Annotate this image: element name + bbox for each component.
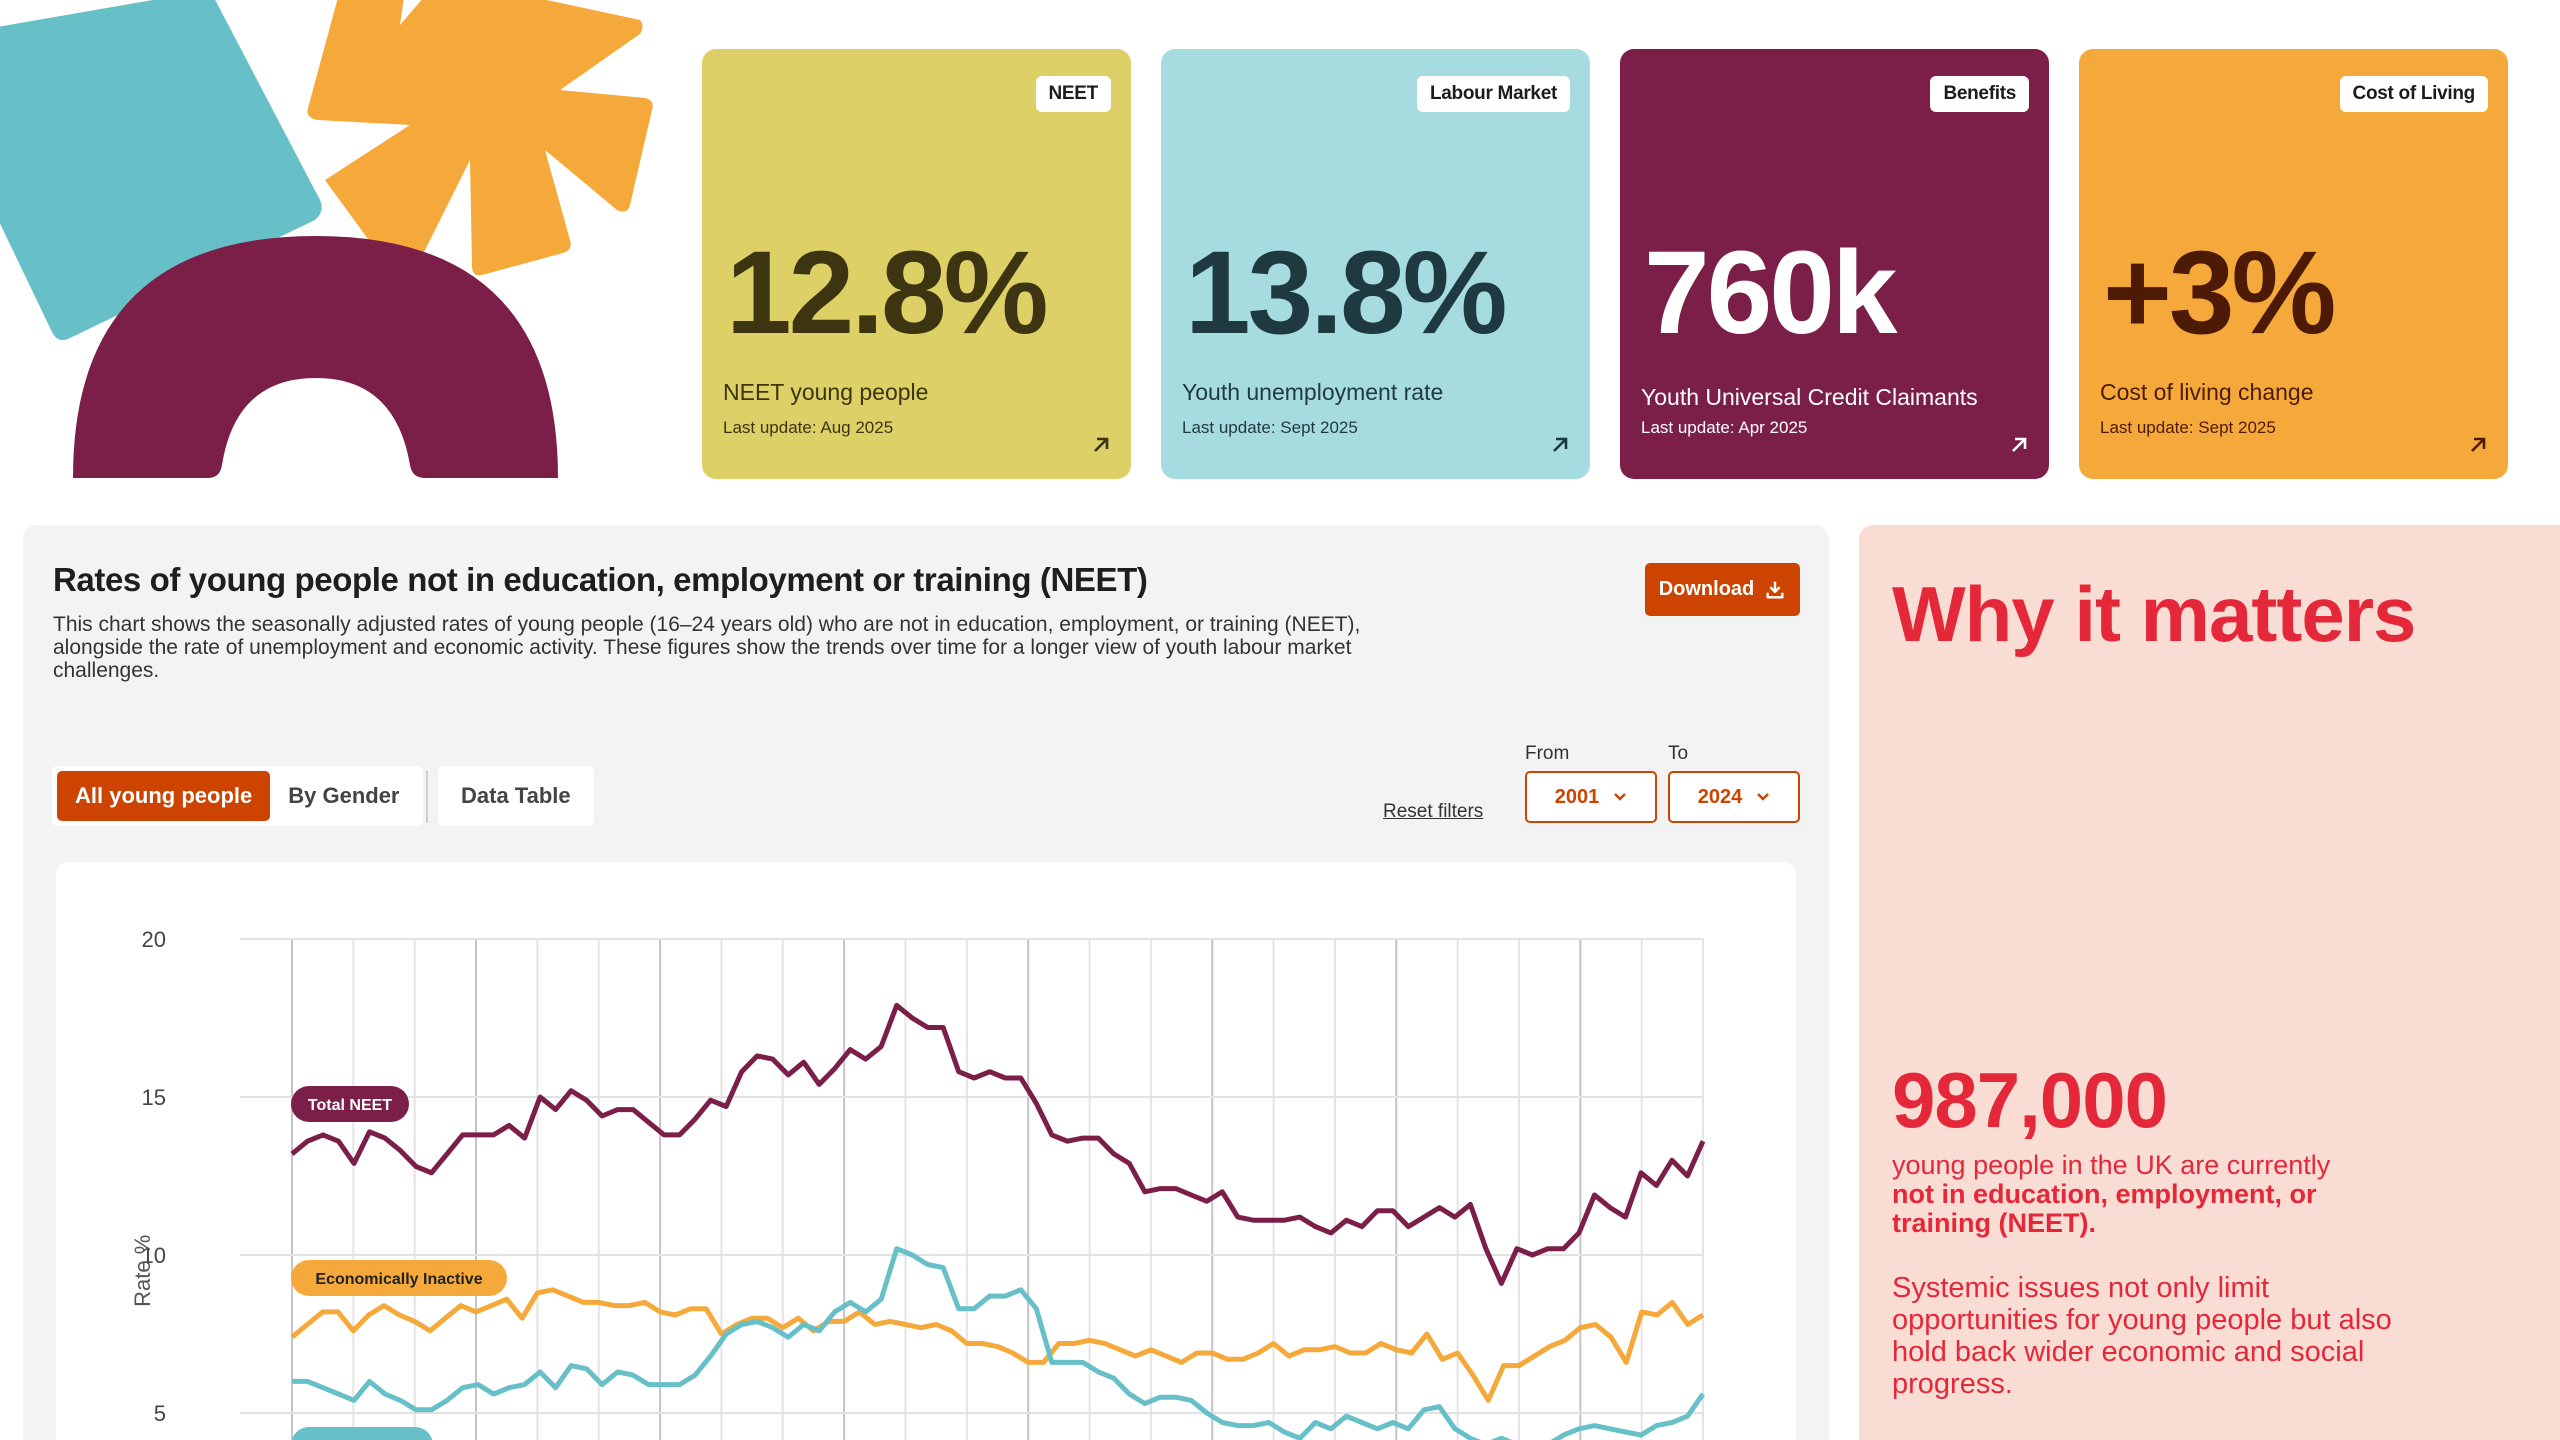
chart-description: This chart shows the seasonally adjusted… xyxy=(53,613,1361,682)
y-tick-label: 15 xyxy=(142,1085,166,1110)
chevron-down-icon xyxy=(1757,793,1770,801)
stat-label: Youth Universal Credit Claimants xyxy=(1641,384,1978,410)
legend-label: Total NEET xyxy=(308,1097,392,1114)
category-badge: Benefits xyxy=(1930,76,2029,112)
neet-chart-panel: Rates of young people not in education, … xyxy=(23,525,1829,1440)
series-line xyxy=(292,1246,1706,1440)
stat-label: NEET young people xyxy=(723,379,929,405)
to-year-value: 2024 xyxy=(1697,785,1743,808)
stat-card-cost-of-living[interactable]: Cost of Living +3% Cost of living change… xyxy=(2079,49,2508,479)
last-update: Last update: Apr 2025 xyxy=(1641,418,1808,437)
download-button[interactable]: Download xyxy=(1645,563,1800,616)
arrow-up-right-icon[interactable] xyxy=(1089,433,1113,457)
download-label: Download xyxy=(1658,578,1755,600)
legend-pill xyxy=(291,1260,507,1296)
legend-pill xyxy=(291,1086,409,1122)
view-tabs: All young people By Gender xyxy=(52,766,423,826)
category-badge: NEET xyxy=(1035,76,1111,112)
category-badge: Cost of Living xyxy=(2339,76,2488,112)
stat-value: 13.8% xyxy=(1185,227,1508,359)
legend-label: Economically Inactive xyxy=(315,1271,482,1288)
description-plain: young people in the UK are currently xyxy=(1892,1150,2331,1180)
to-label: To xyxy=(1668,743,1689,764)
from-label: From xyxy=(1525,743,1570,764)
chart-title: Rates of young people not in education, … xyxy=(53,561,1148,598)
orange-asterisk-shape xyxy=(307,0,653,290)
neet-count-description: young people in the UK are currently not… xyxy=(1892,1151,2412,1238)
why-title: Why it matters xyxy=(1892,570,2416,658)
y-tick-label: 10 xyxy=(142,1243,166,1268)
systemic-issues-text: Systemic issues not only limit opportuni… xyxy=(1892,1272,2392,1400)
stat-value: 760k xyxy=(1644,227,1898,359)
last-update: Last update: Sept 2025 xyxy=(1182,418,1358,437)
neet-count: 987,000 xyxy=(1892,1056,2168,1144)
tab-divider xyxy=(426,771,428,823)
reset-filters-link[interactable]: Reset filters xyxy=(1383,801,1484,822)
arrow-up-right-icon[interactable] xyxy=(1548,433,1572,457)
last-update: Last update: Sept 2025 xyxy=(2100,418,2276,437)
category-badge: Labour Market xyxy=(1416,76,1570,112)
stat-card-labour-market[interactable]: Labour Market 13.8% Youth unemployment r… xyxy=(1161,49,1590,479)
tab-by-gender[interactable]: By Gender xyxy=(288,783,400,808)
download-icon xyxy=(1766,581,1784,599)
from-year-value: 2001 xyxy=(1554,785,1600,808)
stat-card-neet[interactable]: NEET 12.8% NEET young people Last update… xyxy=(702,49,1131,479)
chevron-down-icon xyxy=(1614,793,1627,801)
to-year-select[interactable]: 2024 xyxy=(1668,771,1800,823)
last-update: Last update: Aug 2025 xyxy=(723,418,894,437)
series-line xyxy=(290,1002,1706,1286)
arrow-up-right-icon[interactable] xyxy=(2007,433,2031,457)
y-tick-label: 5 xyxy=(154,1401,166,1426)
why-it-matters-panel: Why it matters 987,000 young people in t… xyxy=(1859,525,2560,1440)
series-line xyxy=(290,1287,1705,1403)
stat-label: Youth unemployment rate xyxy=(1182,379,1444,405)
arrow-up-right-icon[interactable] xyxy=(2466,433,2490,457)
stat-value: +3% xyxy=(2103,227,2336,359)
chart-card: 5 10 15 20 Rate % Total NEET Economically Inac… xyxy=(56,862,1796,1440)
from-year-select[interactable]: 2001 xyxy=(1525,771,1657,823)
stat-card-benefits[interactable]: Benefits 760k Youth Universal Credit Cla… xyxy=(1620,49,2049,479)
tab-all-young-people[interactable]: All young people xyxy=(57,771,271,821)
description-bold: not in education, employment, or trainin… xyxy=(1892,1179,2317,1238)
tab-data-table[interactable]: Data Table xyxy=(461,783,571,808)
line-chart: 5 10 15 20 Rate % Total NEET Economically Inac… xyxy=(130,927,1706,1440)
legend-pill xyxy=(291,1427,433,1440)
y-axis-label: Rate % xyxy=(130,1235,155,1307)
stat-label: Cost of living change xyxy=(2100,379,2314,405)
y-tick-label: 20 xyxy=(142,927,166,952)
decorative-shapes xyxy=(0,0,653,478)
data-table-tab-group: Data Table xyxy=(438,766,594,826)
plum-arch-shape xyxy=(73,236,558,478)
stat-value: 12.8% xyxy=(726,227,1049,359)
